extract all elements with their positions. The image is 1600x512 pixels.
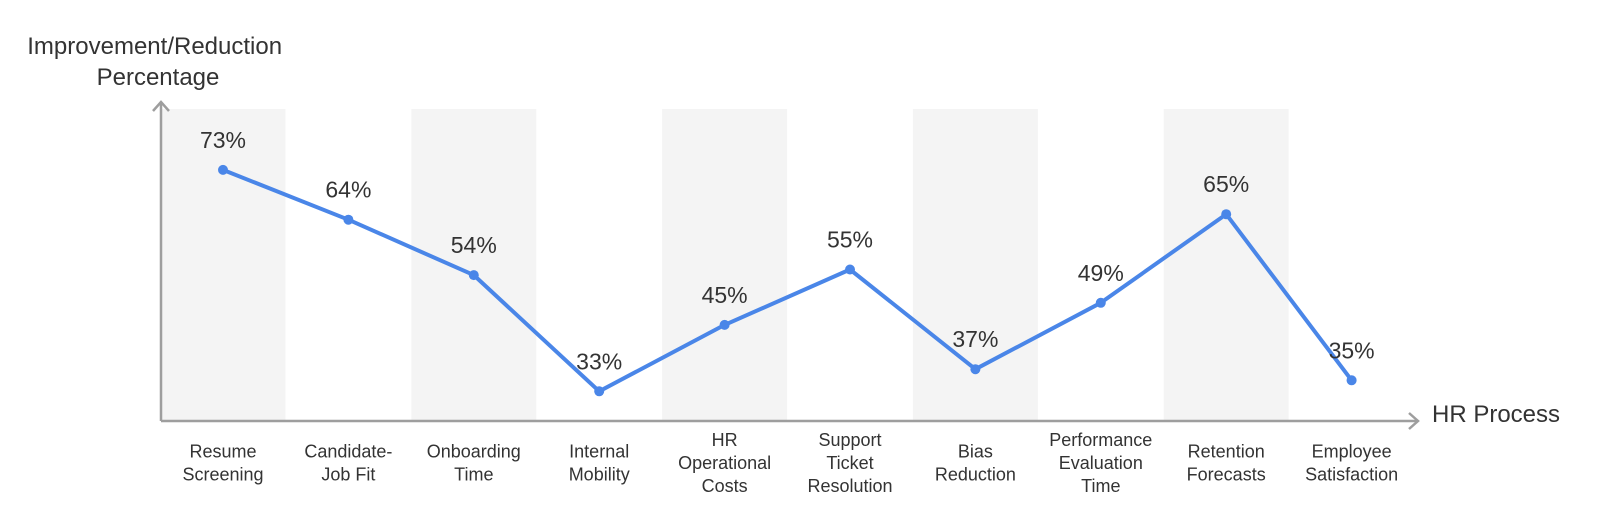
data-label: 64% [325,177,371,203]
y-axis-arrow [152,100,170,112]
data-points [218,164,1357,397]
x-axis-label: HR Process [1432,401,1560,428]
category-label-line: Forecasts [1187,465,1266,485]
x-axis-arrow [1408,412,1420,430]
category-label-line: Employee [1312,442,1392,462]
category-labels: Resume Screening Candidate- Job Fit Onboardi… [182,430,1398,496]
data-point [845,264,855,275]
data-label: 49% [1078,260,1124,286]
data-label: 65% [1203,171,1249,197]
category-label-line: Resume [189,442,256,462]
data-label: 55% [827,227,873,253]
y-axis-label: Improvement/Reduction Percentage [27,33,288,91]
category-label-line: Operational [678,453,771,473]
category-label-line: Ticket [826,453,873,473]
data-labels: 73% 64% 54% 33% 45% 55% 37% 49% 65% 35% [200,127,1375,374]
series-line [221,167,1354,394]
category-label-line: Retention [1188,442,1265,462]
category-label-line: Time [1081,476,1120,496]
data-point [1221,209,1232,220]
category-label-line: Time [454,465,493,485]
y-axis-label-line-2: Percentage [97,64,220,91]
category-label-line: Support [818,430,881,450]
category-label: Resume Screening [182,442,263,485]
data-point [970,364,981,375]
data-label: 35% [1329,337,1375,363]
alternating-bands [160,109,1289,421]
category-label-line: Evaluation [1059,453,1143,473]
category-label-line: Costs [702,476,748,496]
band-stripe [411,109,537,421]
category-label-line: Onboarding [427,442,521,462]
category-label: Support Ticket Resolution [807,430,892,496]
category-label-line: Satisfaction [1305,465,1398,485]
category-label-line: Resolution [807,476,892,496]
category-label: HR Operational Costs [678,430,771,496]
category-label-line: Performance [1049,430,1152,450]
data-point [719,319,730,330]
data-point [594,386,605,397]
category-label-line: Candidate- [304,442,392,462]
category-label: Candidate- Job Fit [304,442,392,485]
category-label-line: Job Fit [321,465,375,485]
data-point [343,214,354,225]
category-label-line: Screening [182,465,263,485]
band-stripe [1163,109,1289,421]
data-label: 73% [200,127,246,153]
category-label: Performance Evaluation Time [1049,430,1152,496]
data-point [468,270,479,281]
data-point [218,164,228,175]
data-label: 37% [952,326,998,352]
band-stripe [160,109,286,421]
category-label-line: Mobility [569,465,630,485]
category-label-line: Reduction [935,465,1016,485]
data-label: 54% [451,232,497,258]
band-stripe [662,109,788,421]
category-label: Bias Reduction [935,442,1016,485]
data-label: 45% [702,282,748,308]
category-label-line: HR [712,430,738,450]
category-label: Retention Forecasts [1187,442,1266,485]
category-label: Onboarding Time [427,442,521,485]
data-point [1095,297,1106,308]
category-label: Internal Mobility [569,442,630,485]
category-label: Employee Satisfaction [1305,442,1398,485]
category-label-line: Bias [958,442,993,462]
category-label-line: Internal [569,442,629,462]
axes [152,100,1420,430]
data-point [1346,375,1357,386]
data-label: 33% [576,348,622,374]
y-axis-label-line-1: Improvement/Reduction [27,33,282,60]
